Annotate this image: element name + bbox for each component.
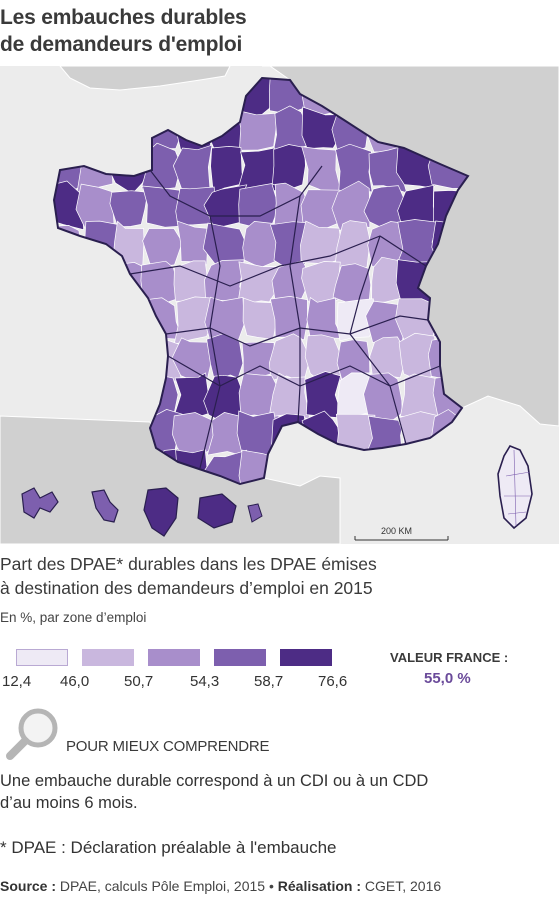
national-value-label: VALEUR FRANCE :: [390, 650, 509, 665]
employment-zone: [331, 180, 371, 231]
employment-zone: [176, 220, 215, 266]
employment-zone: [54, 180, 84, 231]
scale-label: 200 KM: [381, 526, 412, 536]
legend-swatch-5: [280, 649, 332, 666]
legend-tick-3: 50,7: [124, 673, 154, 690]
magnifier-icon: [6, 708, 58, 760]
legend-swatch-2: [82, 649, 134, 666]
section-heading: POUR MIEUX COMPRENDRE: [66, 738, 270, 755]
employment-zone: [336, 298, 377, 342]
employment-zone: [272, 144, 306, 191]
legend-tick-6: 76,6: [318, 673, 348, 690]
map-title: Les embauches durables de demandeurs d'e…: [0, 4, 400, 58]
legend-title-line-1: Part des DPAE* durables dans les DPAE ém…: [0, 554, 377, 574]
national-value: 55,0 %: [424, 670, 471, 687]
legend-tick-4: 54,3: [190, 673, 220, 690]
employment-zone: [363, 372, 403, 422]
legend-tick-1: 12,4: [2, 673, 32, 690]
employment-zone: [334, 220, 371, 269]
region-border: [149, 165, 323, 217]
region-border: [199, 215, 221, 469]
source-line: Source : DPAE, calculs Pôle Emploi, 2015…: [0, 878, 441, 894]
region-border: [289, 195, 301, 423]
legend-tick-5: 58,7: [254, 673, 284, 690]
footnote: * DPAE : Déclaration préalable à l'embau…: [0, 838, 337, 857]
employment-zone: [109, 190, 149, 228]
definition-line-1: Une embauche durable correspond à un CDI…: [0, 772, 429, 790]
realisation-label: Réalisation :: [277, 878, 362, 894]
legend-title-line-2: à destination des demandeurs d’emploi en…: [0, 578, 373, 598]
legend-title: Part des DPAE* durables dans les DPAE ém…: [0, 552, 540, 600]
legend-subtitle: En %, par zone d’emploi: [0, 610, 147, 625]
definition-line-2: d’au moins 6 mois.: [0, 794, 138, 812]
map-svg: 200 KM: [0, 66, 559, 544]
title-line-2: de demandeurs d'emploi: [0, 33, 243, 56]
legend-swatch-3: [148, 649, 200, 666]
legend-swatch-1: [16, 649, 68, 666]
employment-zone: [369, 336, 408, 381]
title-line-1: Les embauches durables: [0, 6, 247, 29]
employment-zone: [142, 228, 183, 267]
employment-zone: [237, 110, 278, 151]
employment-zone: [301, 106, 342, 150]
employment-zone: [242, 297, 278, 340]
realisation-text: CGET, 2016: [361, 878, 442, 894]
source-label: Source :: [0, 878, 57, 894]
legend-tick-2: 46,0: [60, 673, 90, 690]
definition: Une embauche durable correspond à un CDI…: [0, 770, 540, 814]
employment-zone: [301, 261, 341, 307]
choropleth-map: 200 KM: [0, 66, 559, 544]
employment-zone: [237, 261, 281, 306]
employment-zone: [141, 185, 183, 228]
legend-swatch-4: [214, 649, 266, 666]
region-border: [349, 235, 407, 445]
employment-zone: [269, 296, 308, 341]
source-text: DPAE, calculs Pôle Emploi, 2015 •: [56, 878, 278, 894]
